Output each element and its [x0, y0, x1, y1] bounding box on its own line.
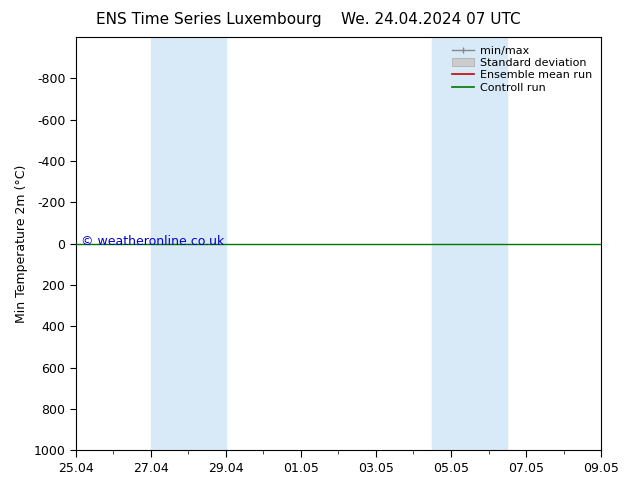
Legend: min/max, Standard deviation, Ensemble mean run, Controll run: min/max, Standard deviation, Ensemble me…: [449, 43, 595, 96]
Bar: [151, 37, 226, 450]
Text: ENS Time Series Luxembourg: ENS Time Series Luxembourg: [96, 12, 322, 27]
Text: © weatheronline.co.uk: © weatheronline.co.uk: [81, 235, 224, 248]
Bar: [432, 37, 507, 450]
Text: We. 24.04.2024 07 UTC: We. 24.04.2024 07 UTC: [341, 12, 521, 27]
Y-axis label: Min Temperature 2m (°C): Min Temperature 2m (°C): [15, 165, 28, 323]
